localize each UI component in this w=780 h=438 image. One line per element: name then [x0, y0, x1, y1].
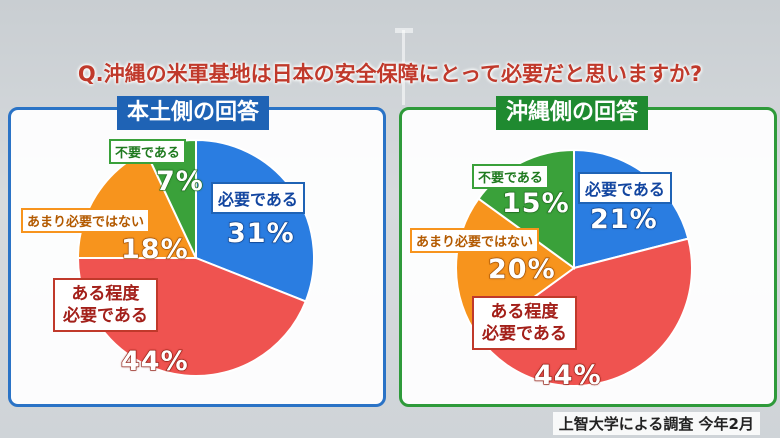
okinawa-label-necessary: 必要である: [578, 172, 672, 204]
mainland-label-unnecessary: 不要である: [109, 139, 186, 164]
background-pole: [402, 30, 405, 105]
okinawa-label-somewhat-line1: ある程度: [490, 302, 559, 322]
okinawa-label-unnecessary: 不要である: [472, 164, 549, 189]
mainland-label-somewhat-line2: 必要である: [63, 306, 148, 326]
background-pole: [395, 28, 413, 33]
okinawa-pct-not-very: 20%: [487, 253, 556, 285]
okinawa-label-somewhat-line2: 必要である: [482, 324, 567, 344]
mainland-pie-chart: [76, 138, 315, 378]
mainland-pct-somewhat: 44%: [120, 345, 189, 377]
okinawa-label-not-very: あまり必要ではない: [410, 228, 540, 253]
mainland-pct-necessary: 31%: [226, 217, 295, 249]
mainland-label-somewhat-line1: ある程度: [71, 284, 140, 304]
mainland-label-somewhat: ある程度 必要である: [53, 278, 158, 332]
okinawa-pct-necessary: 21%: [589, 203, 658, 235]
mainland-pct-unnecessary: 7%: [155, 165, 204, 197]
mainland-panel-title: 本土側の回答: [117, 96, 270, 130]
mainland-label-necessary: 必要である: [211, 182, 305, 214]
source-note: 上智大学による調査 今年2月: [552, 412, 760, 435]
mainland-pct-not-very: 18%: [120, 233, 189, 265]
mainland-label-not-very: あまり必要ではない: [21, 208, 151, 233]
okinawa-pct-unnecessary: 15%: [501, 187, 570, 219]
okinawa-panel: 沖縄側の回答 不要である 15% 必要である 21% あまり必要ではない 20%…: [399, 96, 777, 407]
okinawa-pct-somewhat: 44%: [533, 359, 602, 391]
okinawa-panel-title: 沖縄側の回答: [496, 96, 649, 130]
okinawa-label-somewhat: ある程度 必要である: [472, 296, 577, 350]
mainland-panel: 本土側の回答 不要である 7% 必要である 31% あまり必要ではない 18% …: [8, 96, 386, 407]
question-title: Q.沖縄の米軍基地は日本の安全保障にとって必要だと思いますか?: [77, 62, 703, 86]
